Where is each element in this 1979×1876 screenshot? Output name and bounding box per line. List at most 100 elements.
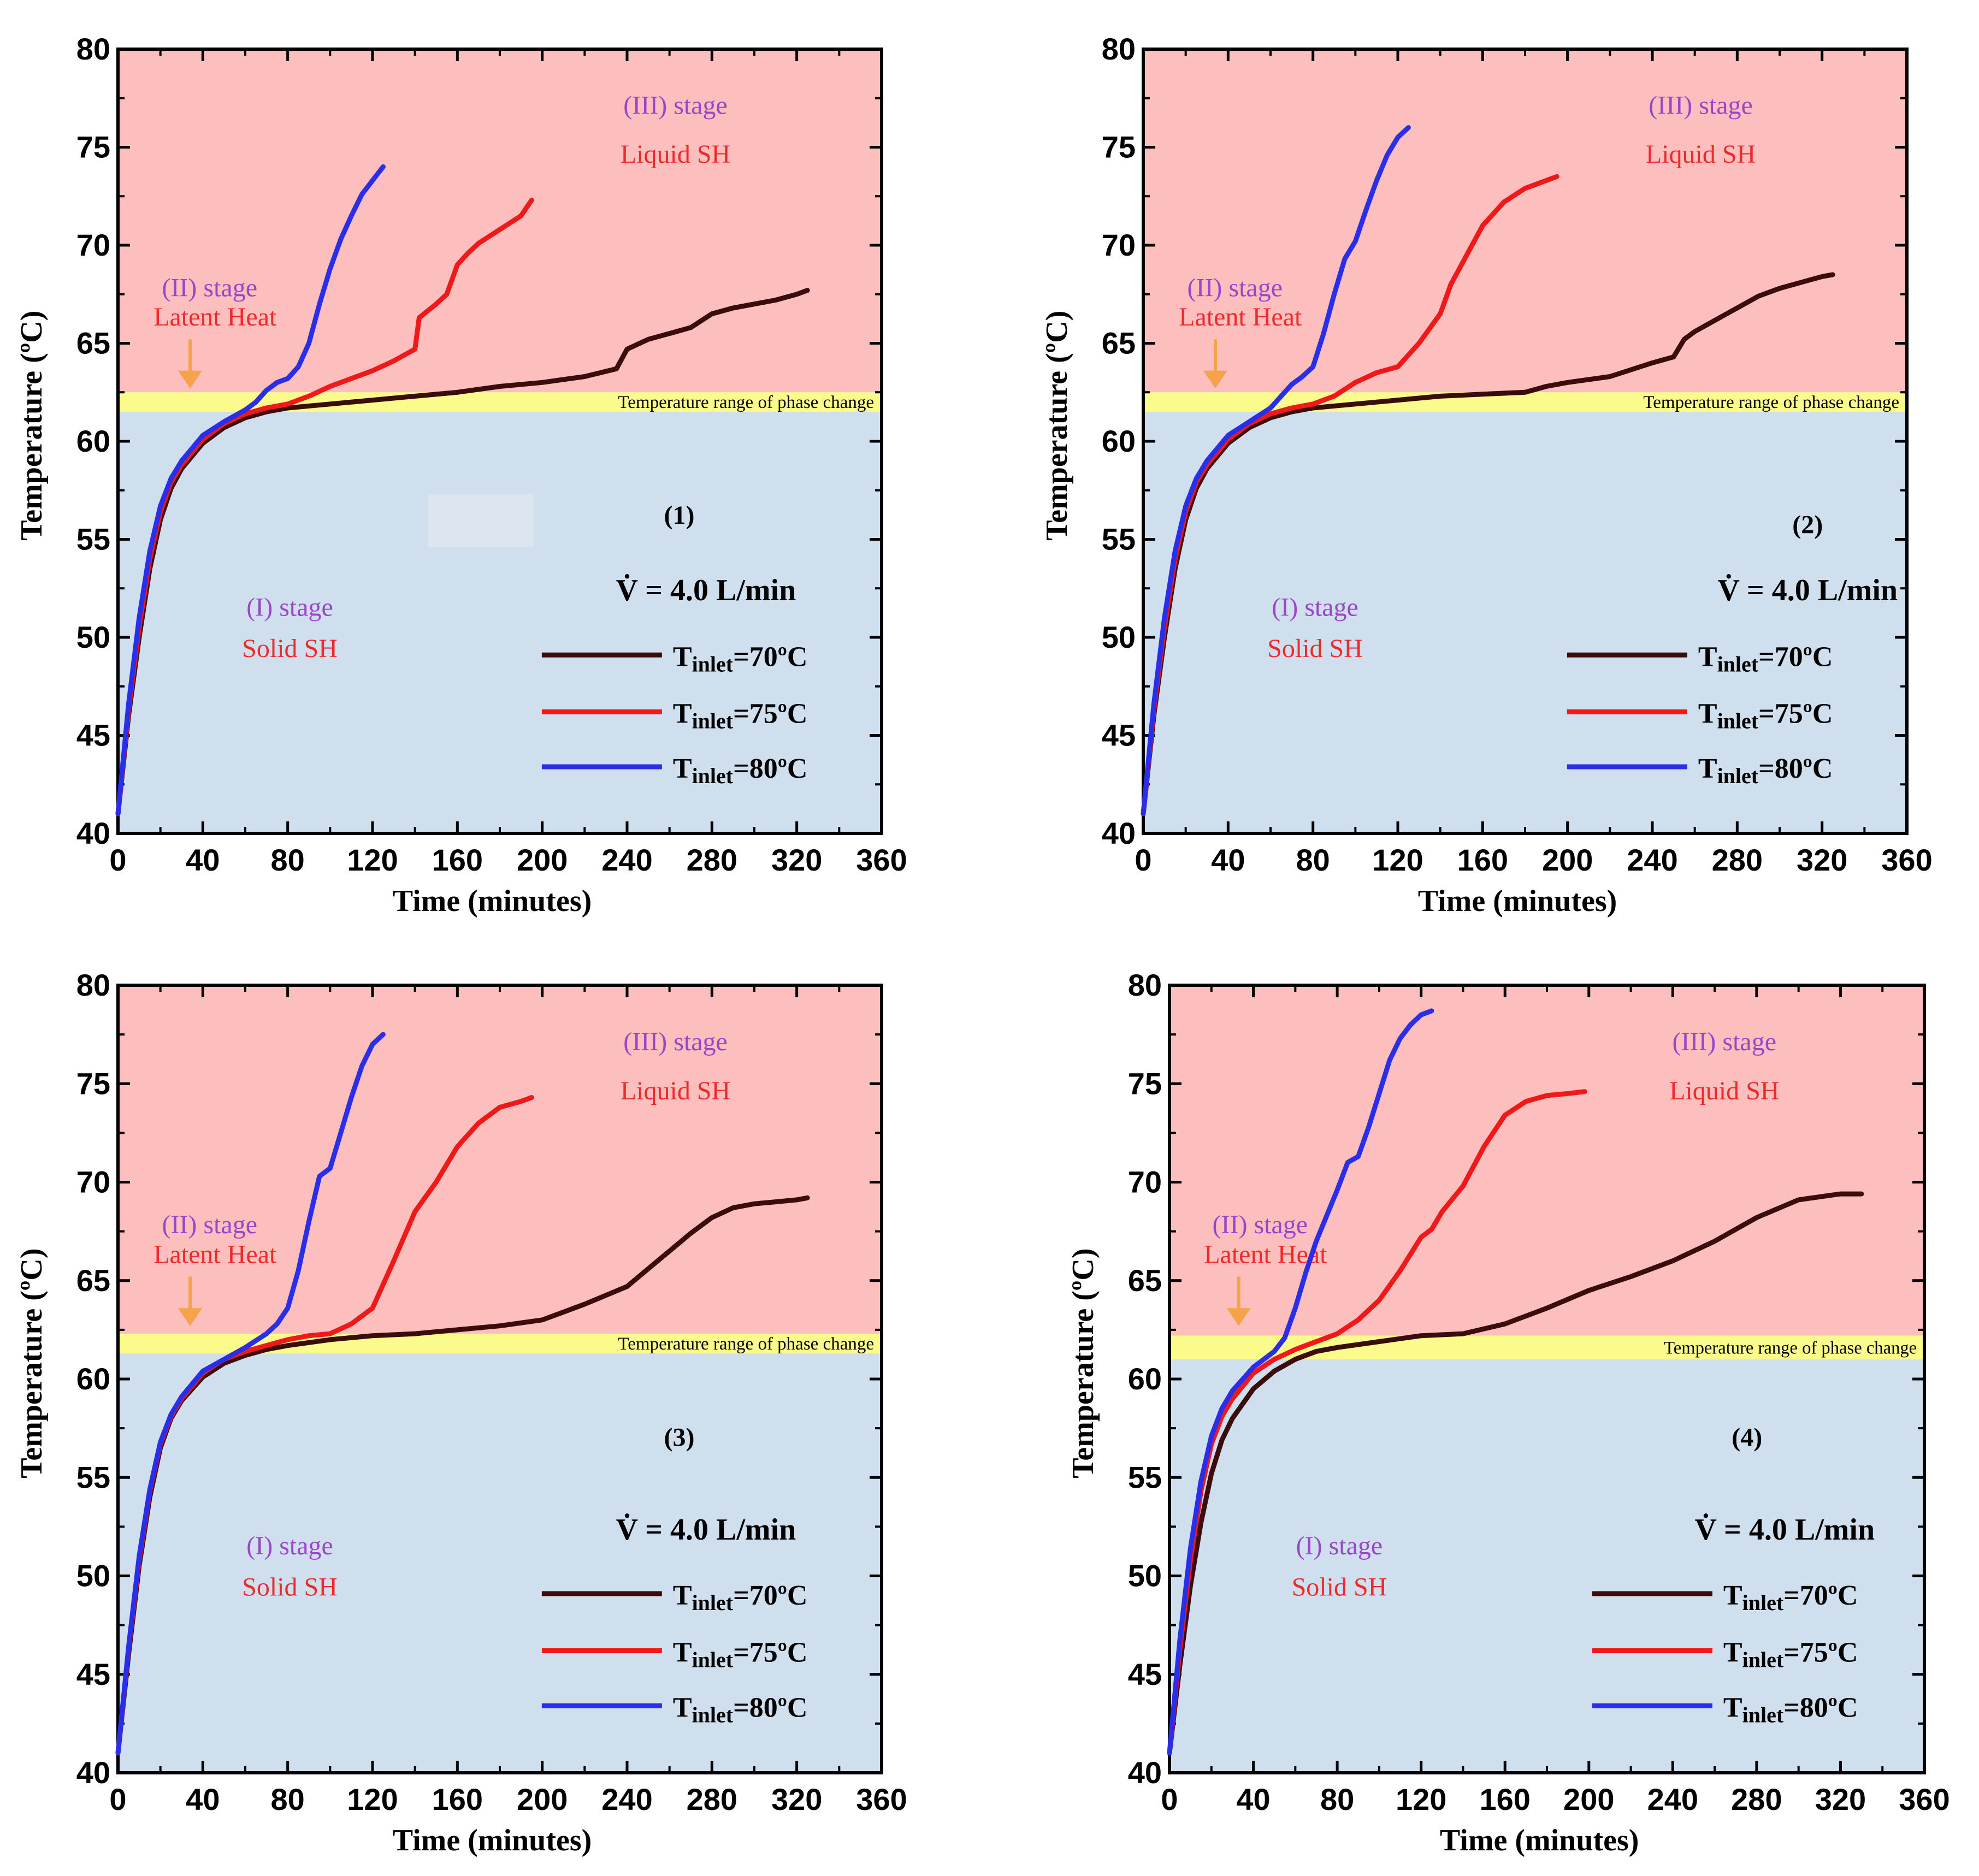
legend-label-prefix: T [1698, 753, 1717, 784]
stage-1-sublabel: Solid SH [242, 634, 338, 663]
x-tick-label: 40 [186, 1782, 220, 1816]
x-tick-label: 200 [517, 843, 568, 877]
legend-label-2: Tinlet=75ºC [1698, 698, 1833, 733]
latent-heat-arrow-icon [1226, 1276, 1251, 1326]
legend-label-subscript: inlet [692, 1647, 734, 1672]
flow-rate-label: V̇ = 4.0 L/min [616, 1513, 796, 1547]
legend-label-3: Tinlet=80ºC [673, 1692, 808, 1727]
y-tick-label: 50 [1128, 1559, 1162, 1593]
x-tick-label: 280 [1712, 843, 1763, 877]
y-tick-label: 40 [1102, 816, 1136, 850]
legend-label-prefix: T [1698, 641, 1717, 672]
flow-rate-label: V̇ = 4.0 L/min [1717, 573, 1898, 607]
arrow-head [1226, 1308, 1251, 1326]
x-tick-label: 320 [771, 843, 822, 877]
stage-2-label: (II) stage [162, 1210, 257, 1239]
legend-label-1: Tinlet=70ºC [673, 641, 808, 676]
legend-label-prefix: T [673, 1580, 692, 1611]
x-tick-label: 240 [1647, 1782, 1698, 1816]
x-tick-label: 360 [1899, 1782, 1950, 1816]
x-tick-label: 120 [1372, 843, 1423, 877]
stage-2-label: (II) stage [1213, 1210, 1308, 1239]
legend-label-prefix: T [673, 698, 692, 729]
panel-label: (1) [664, 501, 695, 530]
x-tick-label: 0 [1135, 843, 1151, 877]
x-tick-label: 120 [347, 843, 398, 877]
arrow-head [1203, 370, 1228, 389]
legend-label-prefix: T [673, 641, 692, 672]
latent-heat-arrow-icon [1203, 339, 1228, 389]
y-tick-label: 75 [76, 130, 110, 164]
y-tick-label: 70 [76, 228, 110, 262]
x-tick-label: 320 [1797, 843, 1847, 877]
legend-label-suffix: =70ºC [1783, 1580, 1858, 1611]
legend-label-2: Tinlet=75ºC [673, 1637, 808, 1672]
y-tick-label: 50 [76, 1559, 110, 1593]
stage-2-sublabel: Latent Heat [1179, 303, 1302, 332]
y-tick-label: 60 [1128, 1362, 1162, 1396]
x-tick-label: 280 [687, 1782, 737, 1816]
legend-label-subscript: inlet [1742, 1647, 1784, 1672]
y-tick-label: 40 [76, 816, 110, 850]
legend-label-prefix: T [1723, 1580, 1742, 1611]
legend-label-1: Tinlet=70ºC [673, 1580, 808, 1615]
legend-label-prefix: T [673, 1637, 692, 1668]
y-tick-label: 65 [76, 326, 110, 360]
x-tick-label: 40 [1211, 843, 1245, 877]
legend-label-prefix: T [673, 1692, 692, 1723]
y-tick-label: 70 [1102, 228, 1136, 262]
y-ticks: 40 45 50 55 60 65 70 75 80 [76, 32, 882, 850]
x-tick-label: 320 [771, 1782, 822, 1816]
y-tick-label: 45 [76, 1657, 110, 1691]
stage-1-label: (I) stage [246, 593, 333, 622]
y-tick-label: 45 [1102, 718, 1136, 753]
panel-label: (3) [664, 1423, 695, 1452]
stage-3-sublabel: Liquid SH [1669, 1076, 1779, 1105]
legend-label-subscript: inlet [692, 1590, 734, 1615]
stage-2-sublabel: Latent Heat [153, 303, 277, 332]
y-tick-label: 55 [1102, 522, 1136, 557]
flow-rate-label: V̇ = 4.0 L/min [616, 573, 796, 607]
phase-band-label: Temperature range of phase change [618, 393, 874, 412]
stage-3-sublabel: Liquid SH [621, 1076, 730, 1105]
x-tick-label: 240 [1627, 843, 1677, 877]
legend-label-subscript: inlet [692, 652, 734, 676]
y-axis-label: Temperature (ºC) [15, 311, 49, 541]
legend-label-suffix: =70ºC [1758, 641, 1833, 672]
legend-label-subscript: inlet [1717, 652, 1759, 676]
y-ticks: 40 45 50 55 60 65 70 75 80 [76, 968, 882, 1790]
y-tick-label: 70 [1128, 1165, 1162, 1199]
y-axis-label: Temperature (ºC) [1066, 1248, 1100, 1478]
y-tick-label: 75 [1102, 130, 1136, 164]
y-tick-label: 75 [76, 1066, 110, 1100]
liquid-region [1169, 985, 1924, 1336]
chart-panel-4: 0 40 80 120 160 200 240 280 320 36040455055606570… [1066, 968, 1950, 1857]
legend-label-3: Tinlet=80ºC [673, 753, 808, 788]
legend-label-suffix: =75ºC [733, 698, 807, 729]
stage-1-label: (I) stage [1296, 1531, 1383, 1560]
stage-1-sublabel: Solid SH [1267, 634, 1363, 663]
x-tick-label: 0 [1161, 1782, 1178, 1816]
x-tick-label: 160 [432, 843, 483, 877]
x-axis-label: Time (minutes) [393, 1824, 592, 1857]
arrow-head [178, 1308, 203, 1326]
legend-label-subscript: inlet [1717, 764, 1759, 788]
x-axis-label: Time (minutes) [1440, 1824, 1639, 1857]
legend-label-suffix: =80ºC [733, 753, 807, 784]
y-tick-label: 60 [76, 424, 110, 458]
x-tick-label: 320 [1815, 1782, 1866, 1816]
chart-panel-1: 0 40 80 120 160 200 240 280 320 36040455055606570… [15, 32, 907, 918]
x-tick-label: 0 [109, 843, 126, 877]
flow-rate-label: V̇ = 4.0 L/min [1695, 1513, 1875, 1547]
stage-3-label: (III) stage [623, 1027, 728, 1056]
y-tick-label: 65 [1128, 1263, 1162, 1298]
y-tick-label: 80 [1102, 32, 1136, 66]
stage-2-label: (II) stage [162, 273, 257, 302]
y-ticks: 40 45 50 55 60 65 70 75 80 [1128, 968, 1924, 1790]
solid-region [1143, 412, 1907, 833]
legend-label-subscript: inlet [1742, 1590, 1784, 1615]
